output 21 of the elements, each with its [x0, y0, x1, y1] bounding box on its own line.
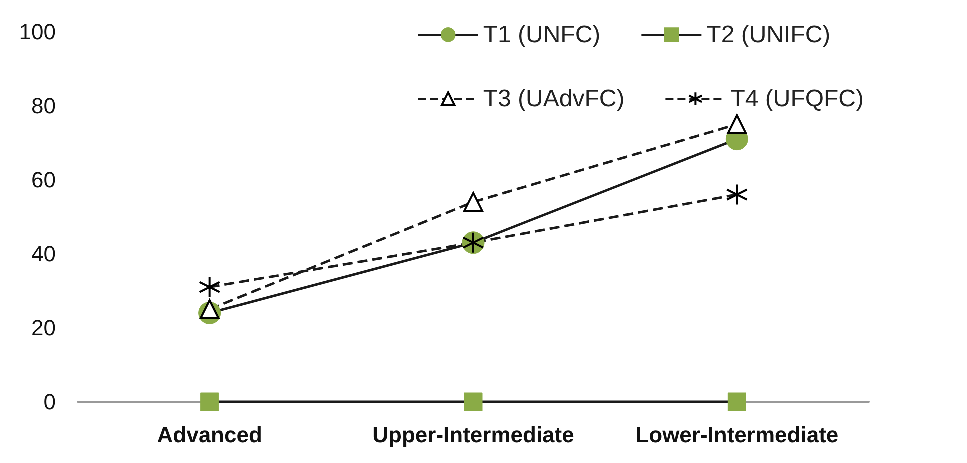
- y-tick-label: 40: [32, 242, 56, 266]
- point: [200, 300, 220, 320]
- x-tick-label: Upper-Intermediate: [372, 422, 574, 448]
- legend-label: T2 (UNIFC): [706, 22, 831, 48]
- y-tick-label: 20: [32, 316, 56, 340]
- y-tick-label: 60: [32, 168, 56, 192]
- point: [464, 392, 483, 412]
- legend-label: T3 (UAdvFC): [483, 86, 625, 112]
- point: [727, 114, 748, 134]
- y-tick-label: 80: [32, 94, 56, 118]
- point: [726, 184, 748, 206]
- point: [200, 392, 220, 412]
- x-tick-label: Advanced: [157, 422, 262, 448]
- point: [728, 392, 746, 412]
- legend-label: T4 (UFQFC): [730, 86, 864, 112]
- legend-label: T1 (UNFC): [483, 22, 601, 48]
- y-tick-label: 100: [19, 20, 56, 44]
- x-tick-label: Lower-Intermediate: [636, 422, 839, 448]
- point: [464, 192, 484, 212]
- y-tick-label: 0: [44, 390, 56, 414]
- point: [198, 276, 221, 298]
